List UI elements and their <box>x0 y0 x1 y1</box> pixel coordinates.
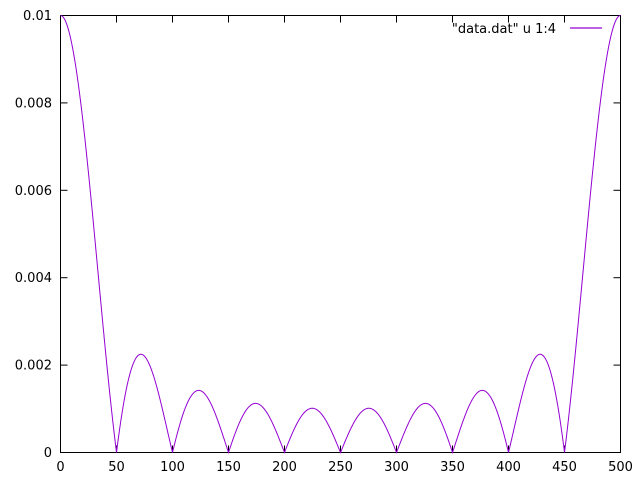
legend-label: "data.dat" u 1:4 <box>452 22 556 37</box>
y-tick-label: 0.004 <box>15 271 52 286</box>
y-tick-label: 0.008 <box>15 96 52 111</box>
x-tick-label: 50 <box>108 460 125 475</box>
plot-border <box>60 15 621 453</box>
y-tick-label: 0.006 <box>15 184 52 199</box>
x-tick-label: 350 <box>440 460 465 475</box>
x-tick-label: 0 <box>56 460 64 475</box>
x-tick-label: 300 <box>384 460 409 475</box>
y-tick-label: 0 <box>44 446 52 461</box>
y-tick-label: 0.002 <box>15 359 52 374</box>
x-tick-label: 100 <box>160 460 185 475</box>
data-curve <box>60 15 621 455</box>
x-tick-label: 250 <box>328 460 353 475</box>
x-tick-label: 400 <box>496 460 521 475</box>
y-tick-label: 0.01 <box>23 9 52 24</box>
x-tick-label: 200 <box>272 460 297 475</box>
x-tick-label: 500 <box>608 460 633 475</box>
x-tick-label: 150 <box>216 460 241 475</box>
plot-generated-layer: 0 50 100 150 200 250 300 350 400 450 500 0 0.002 0.00… <box>15 9 633 475</box>
x-tick-label: 450 <box>552 460 577 475</box>
